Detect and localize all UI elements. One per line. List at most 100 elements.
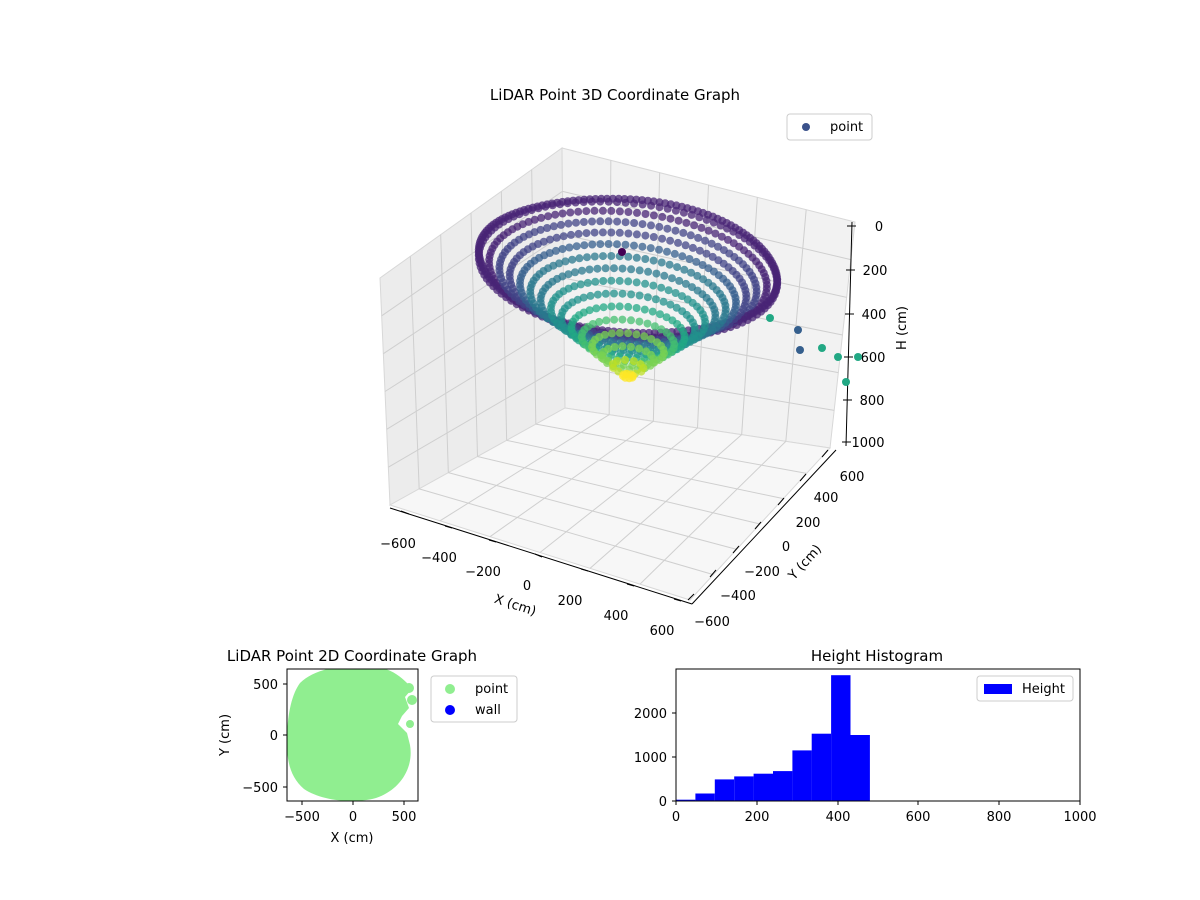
x-tick-label: 0 <box>349 810 357 825</box>
z-axis-label: H (cm) <box>895 306 910 350</box>
data-point <box>719 246 728 255</box>
data-point <box>679 208 688 217</box>
data-point <box>649 281 658 290</box>
data-point <box>636 360 645 369</box>
data-point <box>583 253 591 262</box>
data-point <box>558 209 567 218</box>
data-point <box>681 279 690 288</box>
point-cluster <box>404 683 414 693</box>
data-point <box>579 198 588 206</box>
data-point <box>624 329 633 338</box>
x-axis-label: X (cm) <box>492 592 538 620</box>
data-point <box>670 249 679 258</box>
data-point <box>695 213 704 222</box>
data-point <box>717 232 726 241</box>
data-point <box>618 315 627 324</box>
y-tick-label: 400 <box>814 491 839 506</box>
data-point <box>568 255 577 264</box>
data-point <box>564 270 573 279</box>
x-axis-label: X (cm) <box>331 831 374 846</box>
data-point <box>652 269 661 278</box>
data-point <box>543 224 552 232</box>
data-point <box>549 222 558 231</box>
data-point <box>635 291 644 300</box>
data-point <box>539 237 548 246</box>
data-point <box>575 254 584 263</box>
data-point <box>632 230 641 239</box>
y-tick-label: 1000 <box>634 751 667 766</box>
data-point <box>559 232 568 241</box>
data-point <box>671 226 680 235</box>
data-point <box>834 353 842 361</box>
data-point <box>624 277 633 286</box>
data-point <box>641 231 650 240</box>
z-tick-label: 1000 <box>851 436 884 451</box>
z-ticks-3d: 0 200 400 600 800 1000 H (cm) <box>842 220 910 451</box>
data-point <box>583 278 592 287</box>
histogram-bar <box>753 773 773 801</box>
data-point <box>618 248 626 256</box>
data-point <box>626 342 635 351</box>
data-point <box>563 199 572 208</box>
data-point <box>643 319 652 328</box>
data-point <box>607 206 616 215</box>
y-tick-label: 200 <box>796 516 821 531</box>
y-tick-label: −600 <box>694 615 730 630</box>
data-point <box>546 235 554 244</box>
data-point <box>572 218 580 227</box>
data-point <box>515 210 524 219</box>
data-point <box>697 223 706 232</box>
data-point <box>590 206 599 215</box>
data-point <box>629 357 638 366</box>
x-axis-line <box>389 507 693 605</box>
data-point <box>681 241 690 250</box>
data-point <box>818 344 826 352</box>
legend-2d-label-wall: wall <box>475 703 501 718</box>
data-point <box>610 315 619 324</box>
legend-marker-wall <box>445 705 455 715</box>
y-tick-label: 500 <box>253 678 278 693</box>
data-point <box>729 239 738 248</box>
data-point <box>688 283 696 292</box>
data-point <box>582 207 591 216</box>
x-tick-label: 200 <box>745 810 770 825</box>
data-point <box>571 198 580 207</box>
data-point <box>607 276 616 285</box>
x-tick-label: 1000 <box>1063 810 1096 825</box>
legend-histogram-box <box>976 675 1074 702</box>
data-point <box>674 216 683 225</box>
data-point <box>621 218 630 227</box>
data-point <box>579 218 588 226</box>
data-point <box>615 302 624 311</box>
data-point <box>641 255 650 263</box>
data-point <box>653 338 661 347</box>
data-point <box>557 220 565 229</box>
data-point <box>701 236 710 245</box>
data-point <box>607 302 616 311</box>
data-point <box>688 243 697 252</box>
y-tick-label: −200 <box>744 565 780 580</box>
data-point <box>627 290 636 299</box>
data-point <box>662 313 671 322</box>
data-point <box>596 197 605 206</box>
data-point <box>663 247 671 256</box>
data-point <box>587 197 596 206</box>
data-point <box>630 199 639 208</box>
histogram-bar <box>850 735 870 801</box>
histogram-bar <box>734 776 754 801</box>
histogram-bar <box>831 675 851 801</box>
data-point <box>647 221 655 230</box>
legend-3d: point <box>786 113 873 141</box>
x-tick-label: 600 <box>650 624 675 639</box>
data-point <box>564 219 573 228</box>
data-point <box>613 357 622 365</box>
data-point <box>537 213 546 222</box>
data-point <box>621 355 630 364</box>
data-point <box>615 328 624 337</box>
chart-2d-ticks: −500 0 500 500 0 −500 X (cm) Y (cm) <box>218 678 416 846</box>
data-point <box>796 346 804 354</box>
data-point <box>635 344 644 353</box>
data-point <box>593 290 602 299</box>
data-point <box>527 206 536 215</box>
data-point <box>650 328 659 337</box>
